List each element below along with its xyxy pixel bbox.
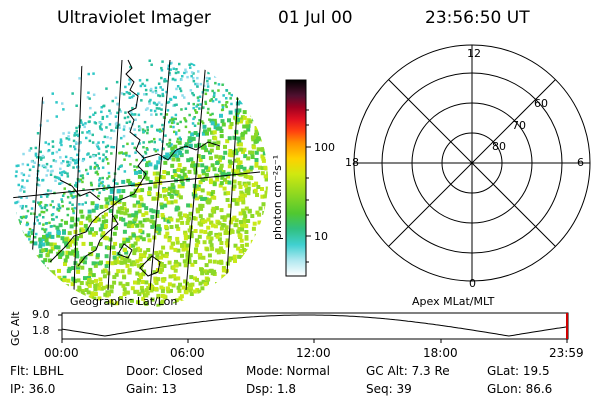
colorbar [285, 79, 307, 277]
time-label: 23:56:50 UT [425, 8, 530, 28]
lat-lon-grid [12, 59, 261, 291]
altitude-ticks [58, 314, 568, 343]
mlat-label-70: 70 [512, 119, 526, 132]
date-label: 01 Jul 00 [278, 8, 353, 28]
mlat-label-60: 60 [534, 97, 548, 110]
geographic-map [12, 56, 268, 308]
mlt-label-18: 18 [345, 156, 359, 169]
status-glon: GLon: 86.6 [487, 382, 553, 396]
status-door: Door: Closed [126, 364, 203, 378]
altitude-ylabel: GC Alt [9, 311, 22, 346]
apex-caption: Apex MLat/MLT [412, 295, 495, 308]
status-ip: IP: 36.0 [10, 382, 56, 396]
status-dsp: Dsp: 1.8 [246, 382, 297, 396]
geographic-caption: Geographic Lat/Lon [70, 295, 178, 308]
status-gain: Gain: 13 [126, 382, 177, 396]
status-glat: GLat: 19.5 [487, 364, 550, 378]
mlt-label-6: 6 [577, 156, 584, 169]
polar-grid [353, 44, 591, 282]
aurora-emission [14, 56, 268, 308]
mlt-label-0: 0 [469, 277, 476, 290]
altitude-xtick-1200: 12:00 [296, 346, 331, 360]
altitude-frame [61, 312, 569, 340]
altitude-xtick-0000: 00:00 [44, 346, 79, 360]
app-title: Ultraviolet Imager [57, 8, 211, 28]
coastline [49, 59, 221, 277]
mlt-label-12: 12 [467, 47, 481, 60]
colorbar-tick-10: 10 [314, 230, 328, 243]
status-seq: Seq: 39 [366, 382, 412, 396]
mlat-label-80: 80 [492, 140, 506, 153]
altitude-xtick-0600: 06:00 [170, 346, 205, 360]
colorbar-tick-100: 100 [314, 141, 335, 154]
status-gc-alt: GC Alt: 7.3 Re [366, 364, 450, 378]
altitude-xtick-1800: 18:00 [423, 346, 458, 360]
altitude-xtick-2359: 23:59 [549, 346, 584, 360]
colorbar-ticks [306, 109, 311, 263]
altitude-ytick-low: 1.8 [32, 324, 50, 337]
status-mode: Mode: Normal [246, 364, 330, 378]
altitude-curve [61, 314, 568, 337]
altitude-ytick-high: 9.0 [32, 308, 50, 321]
status-flt: Flt: LBHL [10, 364, 64, 378]
colorbar-unit-label: photon cm⁻²s⁻¹ [271, 154, 284, 240]
